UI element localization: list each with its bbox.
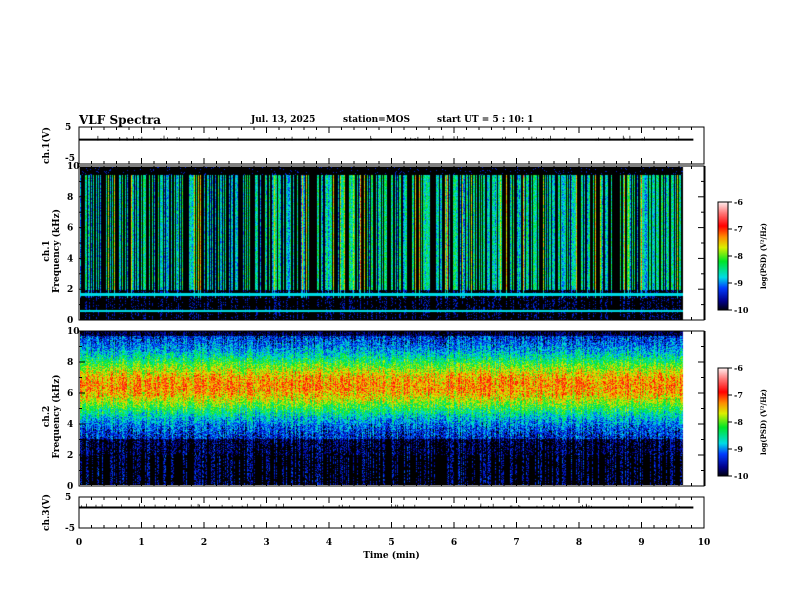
y-tick-label: 8	[67, 193, 73, 203]
y-axis-label: ch.1Frequency (kHz)	[42, 209, 62, 293]
x-tick-label: 3	[263, 538, 269, 548]
colorbar-tick-label: -6	[734, 363, 743, 373]
colorbar-frame	[718, 368, 728, 476]
panel-frame-3	[79, 331, 704, 486]
colorbar-tick-label: -6	[734, 197, 743, 207]
y-tick-label: 10	[67, 327, 80, 337]
y-tick-label: 0	[67, 482, 73, 492]
y-tick-label: 6	[67, 224, 73, 234]
x-tick-label: 8	[576, 538, 582, 548]
colorbar-label: log(PSD) (V²/Hz)	[759, 389, 768, 455]
x-tick-label: 10	[698, 538, 711, 548]
y-tick-label: 4	[67, 254, 73, 264]
y-axis-label: ch.1(V)	[41, 127, 52, 164]
y-tick-label: 5	[65, 493, 71, 503]
x-tick-label: 2	[201, 538, 207, 548]
colorbar-tick-label: -9	[734, 444, 743, 454]
colorbar-tick-label: -8	[734, 251, 743, 261]
y-tick-label: 6	[67, 389, 73, 399]
y-tick-label: 2	[67, 451, 73, 461]
colorbar-tick-label: -7	[734, 224, 743, 234]
y-tick-label: -5	[65, 524, 75, 534]
colorbar-tick-label: -7	[734, 390, 743, 400]
x-tick-label: 4	[326, 538, 332, 548]
y-axis-label: ch.3(V)	[41, 494, 52, 531]
x-tick-label: 9	[638, 538, 644, 548]
panel-frame-2	[79, 166, 704, 320]
y-tick-label: 4	[67, 420, 73, 430]
y-axis-label: ch.2Frequency (kHz)	[42, 374, 62, 458]
colorbar-tick-label: -9	[734, 278, 743, 288]
x-tick-label: 6	[451, 538, 457, 548]
y-tick-label: 5	[65, 123, 71, 133]
colorbar-frame	[718, 202, 728, 310]
y-tick-label: 8	[67, 358, 73, 368]
colorbar-tick-label: -10	[734, 305, 749, 315]
x-tick-label: 5	[388, 538, 394, 548]
y-tick-label: 2	[67, 285, 73, 295]
x-tick-label: 0	[76, 538, 82, 548]
y-tick-label: 0	[67, 316, 73, 326]
colorbar-tick-label: -10	[734, 471, 749, 481]
colorbar-tick-label: -8	[734, 417, 743, 427]
y-tick-label: 10	[67, 162, 80, 172]
colorbar-label: log(PSD) (V²/Hz)	[759, 223, 768, 289]
x-axis-label: Time (min)	[363, 550, 420, 561]
x-tick-label: 7	[513, 538, 519, 548]
plot-axes: 5-5ch.1(V)0246810ch.1Frequency (kHz)-6-7…	[0, 0, 792, 612]
x-tick-label: 1	[138, 538, 144, 548]
